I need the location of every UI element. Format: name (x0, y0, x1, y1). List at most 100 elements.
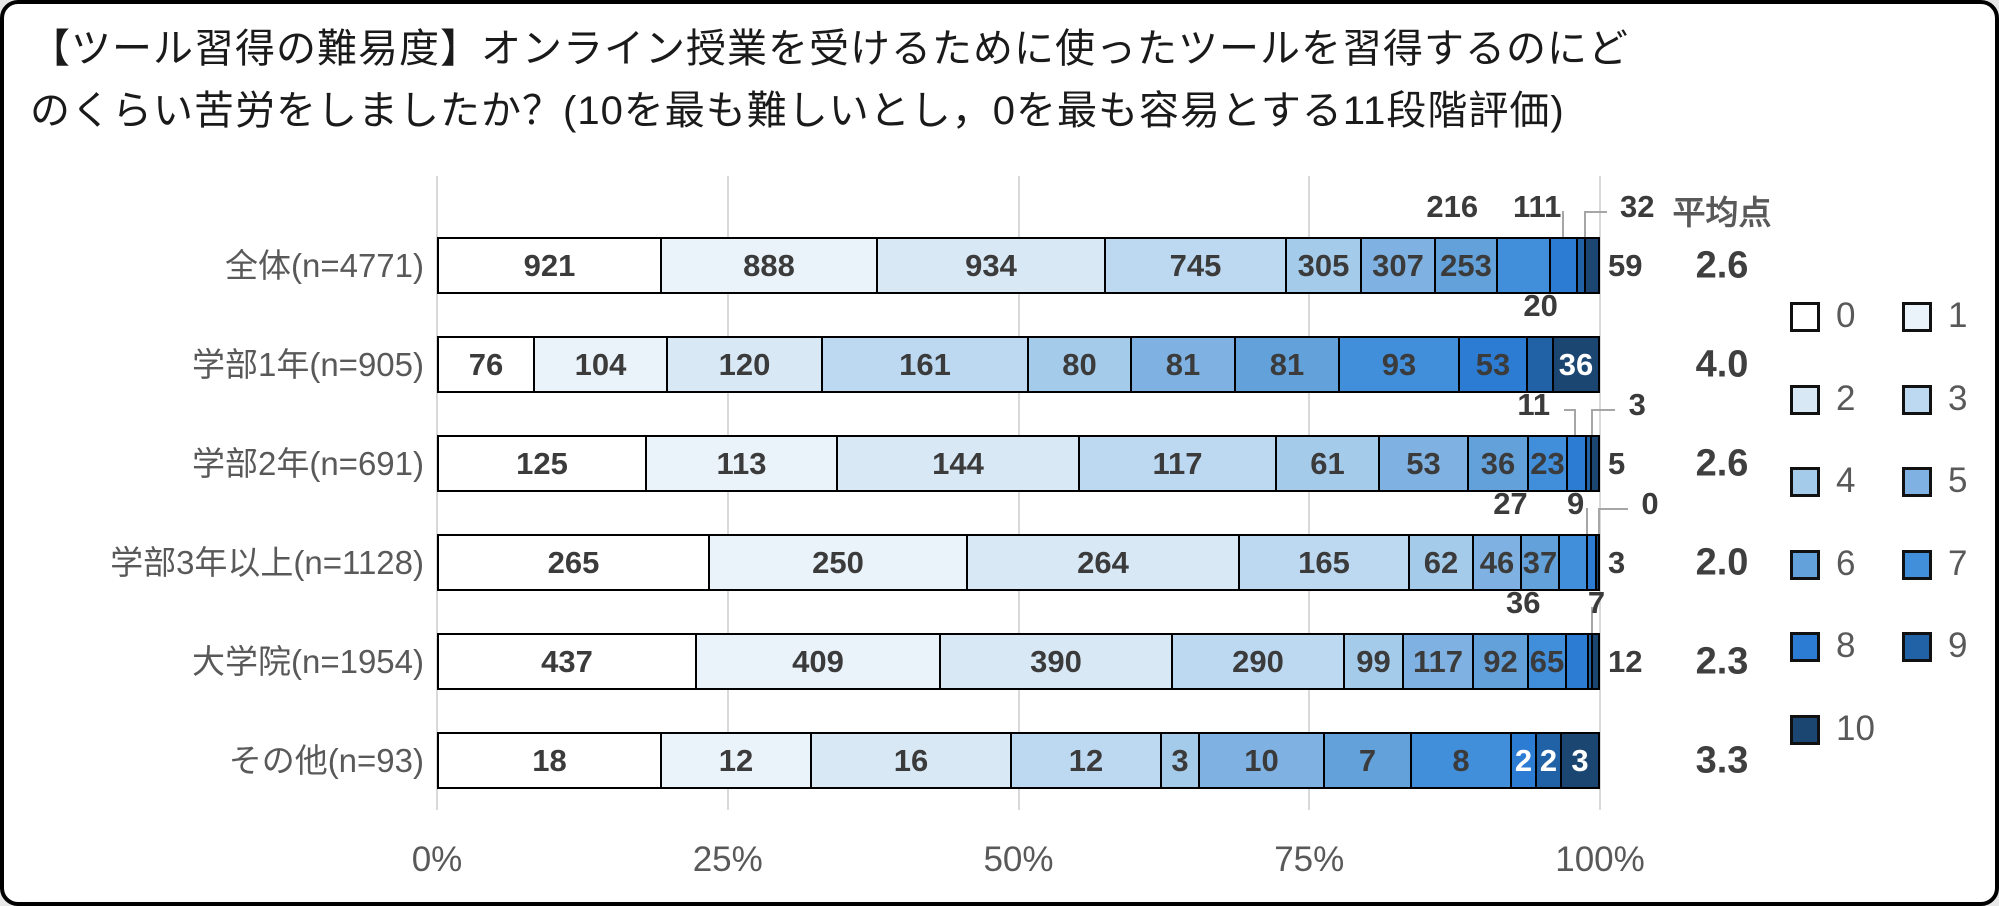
bar-segment-rating-4: 61 (1275, 435, 1380, 492)
bar-segment-rating-2: 264 (966, 534, 1240, 591)
callout-connector (1586, 508, 1589, 534)
average-value: 2.6 (1695, 244, 1749, 286)
bar-segment-rating-8: 53 (1458, 336, 1528, 393)
bar-row: 18 12 16 12 3 10 7 8 2 2 3 (437, 732, 1600, 789)
bar-segment-rating-10: 36 (1552, 336, 1600, 393)
legend-swatch-4 (1790, 467, 1820, 498)
callout-value-label: 36 (1505, 585, 1541, 620)
legend-label-7: 7 (1948, 543, 1968, 583)
bar-row: 125 113 144 117 61 53 36 23 (437, 435, 1600, 492)
segment-value-label: 437 (541, 644, 593, 679)
bar-segment-rating-0: 921 (437, 237, 662, 294)
bar-segment-rating-1: 250 (708, 534, 968, 591)
bar-segment-rating-3: 12 (1010, 732, 1162, 789)
callout-value-label: 3 (1628, 387, 1646, 422)
segment-value-label: 921 (523, 248, 576, 283)
callout-value-label: 20 (1523, 288, 1558, 323)
bar-segment-rating-1: 12 (660, 732, 812, 789)
bar-segment-rating-5: 10 (1198, 732, 1325, 789)
bar-segment-rating-7: 8 (1410, 732, 1512, 789)
row-label: 学部3年以上(n=1128) (110, 543, 424, 581)
outside-value-label: 5 (1608, 445, 1626, 481)
legend-swatch-7 (1902, 549, 1932, 580)
average-value: 2.6 (1695, 442, 1749, 484)
bar-segment-rating-0: 125 (437, 435, 647, 492)
segment-value-label: 62 (1423, 545, 1459, 580)
legend-swatch-8 (1790, 632, 1820, 663)
segment-value-label: 290 (1232, 644, 1284, 679)
segment-value-label: 36 (1480, 446, 1516, 481)
bar-segment-rating-8 (1565, 633, 1589, 690)
segment-value-label: 12 (1068, 743, 1104, 778)
callout-value-label: 11 (1517, 387, 1551, 422)
bar-segment-rating-4: 80 (1027, 336, 1132, 393)
x-axis-tick-label: 50% (983, 840, 1054, 879)
bar-segment-rating-3: 117 (1078, 435, 1277, 492)
row-label: 大学院(n=1954) (191, 642, 424, 680)
segment-value-label: 745 (1169, 248, 1222, 283)
callout-value-label: 111 (1513, 189, 1562, 224)
gridline-25% (726, 176, 729, 810)
bar-segment-rating-0: 265 (437, 534, 710, 591)
callout-connector (1597, 508, 1628, 534)
segment-value-label: 264 (1077, 545, 1129, 580)
bar-segment-rating-6: 81 (1234, 336, 1340, 393)
segment-value-label: 305 (1297, 248, 1350, 283)
bar-segment-rating-1: 409 (695, 633, 941, 690)
x-axis-tick-label: 0% (411, 840, 463, 879)
outside-value-label: 3 (1608, 544, 1626, 580)
segment-value-label: 113 (716, 446, 767, 481)
segment-value-label: 8 (1452, 743, 1470, 778)
callout-connector (1583, 211, 1608, 237)
bar-segment-rating-10 (1591, 633, 1600, 690)
segment-value-label: 250 (812, 545, 864, 580)
bar-row: 76 104 120 161 80 81 81 93 53 36 (437, 336, 1600, 393)
row-label: 学部2年(n=691) (191, 444, 424, 482)
bar-segment-rating-4: 305 (1285, 237, 1362, 294)
bar-segment-rating-2: 120 (666, 336, 823, 393)
bar-row: 921 888 934 745 305 307 253 (437, 237, 1600, 294)
bar-segment-rating-10: 3 (1560, 732, 1600, 789)
row-label: その他(n=93) (228, 741, 424, 779)
bar-row: 437 409 390 290 99 117 92 65 (437, 633, 1600, 690)
segment-value-label: 934 (965, 248, 1017, 283)
bar-segment-rating-2: 16 (810, 732, 1012, 789)
segment-value-label: 53 (1475, 347, 1511, 382)
legend-label-5: 5 (1948, 461, 1968, 501)
callout-connector (1590, 607, 1593, 633)
segment-value-label: 46 (1479, 545, 1515, 580)
bar-segment-rating-1: 113 (645, 435, 838, 492)
segment-value-label: 161 (899, 347, 951, 382)
segment-value-label: 93 (1381, 347, 1417, 382)
row-label: 学部1年(n=905) (191, 345, 424, 383)
segment-value-label: 81 (1269, 347, 1305, 382)
segment-value-label: 37 (1522, 545, 1558, 580)
legend-label-8: 8 (1836, 626, 1856, 666)
legend-label-6: 6 (1836, 543, 1856, 583)
gridline-50% (1017, 176, 1020, 810)
segment-value-label: 390 (1030, 644, 1082, 679)
segment-value-label: 125 (516, 446, 568, 481)
chart-title-line2: のくらい苦労をしましたか？(10を最も難しいとし，0を最も容易とする11段階評価… (30, 89, 1565, 133)
gridline-75% (1308, 176, 1311, 810)
segment-value-label: 10 (1244, 743, 1279, 778)
bar-segment-rating-7 (1496, 237, 1551, 294)
callout-value-label: 216 (1426, 189, 1479, 224)
segment-value-label: 12 (718, 743, 754, 778)
callout-value-label: 27 (1493, 486, 1528, 521)
legend-swatch-10 (1790, 715, 1820, 745)
segment-value-label: 65 (1529, 644, 1565, 679)
bar-segment-rating-8 (1566, 435, 1587, 492)
segment-value-label: 16 (893, 743, 929, 778)
row-label: 全体(n=4771) (224, 246, 424, 284)
segment-value-label: 2 (1539, 743, 1558, 778)
bar-segment-rating-4: 62 (1408, 534, 1474, 591)
bar-segment-rating-3: 161 (821, 336, 1029, 393)
segment-value-label: 3 (1571, 743, 1589, 778)
bar-segment-rating-7 (1558, 534, 1588, 591)
gridline-0% (436, 176, 438, 810)
bar-segment-rating-0: 437 (437, 633, 697, 690)
bar-segment-rating-6: 36 (1467, 435, 1529, 492)
bar-segment-rating-10 (1584, 237, 1600, 294)
segment-value-label: 36 (1558, 347, 1594, 382)
